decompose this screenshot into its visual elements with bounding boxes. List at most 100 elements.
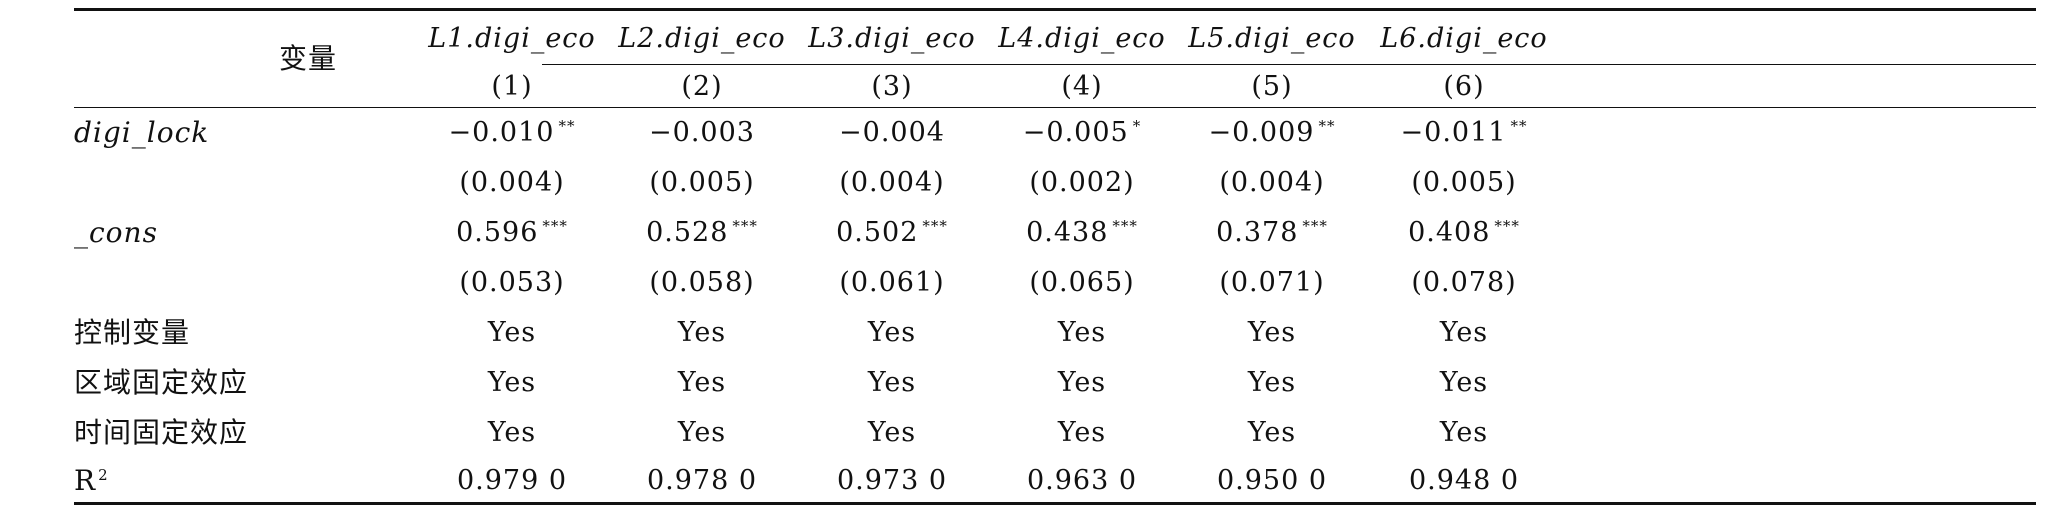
table-cell: Yes [678, 316, 726, 350]
row-label-text: _cons [74, 216, 158, 249]
table-cell: Yes [1058, 416, 1106, 450]
dep-var-header: L6.digi_eco [1380, 23, 1548, 54]
cell-value: Yes [1057, 317, 1107, 348]
column-number: (4) [1061, 71, 1103, 102]
cell-value: 0.408 [1408, 217, 1491, 248]
cell-value: (0.002) [1029, 167, 1135, 198]
column-number: (5) [1251, 71, 1293, 102]
cell-value: −0.010 [448, 117, 555, 148]
header-sub-rule [542, 64, 2036, 65]
table-cell: Yes [868, 316, 916, 350]
table-cell: Yes [1058, 316, 1106, 350]
row-label: 时间固定效应 [74, 416, 248, 450]
table-cell: Yes [678, 366, 726, 400]
table-cell: Yes [1058, 366, 1106, 400]
table-cell: (0.004) [1219, 166, 1324, 200]
significance-stars: *** [922, 217, 948, 235]
cell-value: Yes [677, 317, 727, 348]
cell-value: 0.948 0 [1408, 465, 1520, 496]
cell-value: Yes [1439, 417, 1489, 448]
table-cell: −0.005 * [1023, 116, 1141, 150]
table-cell: 0.502 *** [836, 216, 948, 250]
table-cell: Yes [488, 316, 536, 350]
cell-value: (0.053) [459, 267, 565, 298]
cell-value: 0.979 0 [456, 465, 568, 496]
table-cell: Yes [1248, 316, 1296, 350]
cell-value: Yes [677, 417, 727, 448]
cell-value: 0.978 0 [646, 465, 758, 496]
row-label: _cons [74, 216, 158, 250]
cell-value: Yes [487, 417, 537, 448]
table-cell: (0.005) [649, 166, 754, 200]
stub-header: 变量 [278, 42, 338, 75]
cell-value: (0.061) [839, 267, 945, 298]
bottom-rule [74, 502, 2036, 505]
cell-value: 0.378 [1216, 217, 1299, 248]
table-cell: Yes [488, 416, 536, 450]
cell-value: Yes [867, 367, 917, 398]
dep-var-header: L3.digi_eco [808, 23, 976, 54]
table-cell: 0.378 *** [1216, 216, 1328, 250]
table-cell: 0.963 0 [1027, 464, 1137, 498]
table-cell: −0.009 ** [1209, 116, 1336, 150]
cell-value: (0.005) [1411, 167, 1517, 198]
table-cell: 0.408 *** [1408, 216, 1520, 250]
table-cell: −0.003 [649, 116, 755, 150]
column-number: (1) [491, 71, 533, 102]
cell-value: −0.003 [649, 117, 755, 148]
cell-value: Yes [867, 317, 917, 348]
table-cell: 0.979 0 [457, 464, 567, 498]
column-number: (6) [1443, 71, 1485, 102]
dep-var-header: L4.digi_eco [998, 23, 1166, 54]
row-label: 区域固定效应 [74, 366, 248, 400]
row-label-text: 时间固定效应 [74, 416, 249, 449]
cell-value: (0.004) [459, 167, 565, 198]
cell-value: Yes [1247, 317, 1297, 348]
column-number: (2) [681, 71, 723, 102]
table-cell: 0.950 0 [1217, 464, 1327, 498]
dep-var-header: L1.digi_eco [428, 23, 596, 54]
cell-value: (0.004) [1219, 167, 1325, 198]
table-cell: Yes [868, 416, 916, 450]
table-cell: (0.065) [1029, 266, 1134, 300]
table-cell: Yes [1440, 316, 1488, 350]
table-cell: Yes [868, 366, 916, 400]
row-label-text: 区域固定效应 [74, 366, 249, 399]
table-cell: −0.011 ** [1401, 116, 1528, 150]
cell-value: −0.004 [839, 117, 945, 148]
table-cell: −0.004 [839, 116, 945, 150]
cell-value: 0.596 [456, 217, 539, 248]
cell-value: 0.502 [836, 217, 919, 248]
table-cell: 0.978 0 [647, 464, 757, 498]
table-cell: 0.973 0 [837, 464, 947, 498]
row-label-superscript: 2 [98, 465, 109, 484]
row-label: digi_lock [74, 116, 209, 150]
cell-value: (0.005) [649, 167, 755, 198]
significance-stars: ** [1318, 117, 1336, 135]
table-cell: (0.005) [1411, 166, 1516, 200]
significance-stars: *** [1302, 217, 1328, 235]
cell-value: 0.973 0 [836, 465, 948, 496]
top-rule [74, 8, 2036, 11]
cell-value: Yes [1439, 367, 1489, 398]
table-cell: 0.596 *** [456, 216, 568, 250]
cell-value: 0.950 0 [1216, 465, 1328, 496]
cell-value: Yes [1057, 367, 1107, 398]
cell-value: −0.011 [1400, 117, 1507, 148]
table-cell: 0.528 *** [646, 216, 758, 250]
dep-var-header: L2.digi_eco [618, 23, 786, 54]
cell-value: (0.071) [1219, 267, 1325, 298]
cell-value: (0.065) [1029, 267, 1135, 298]
cell-value: Yes [487, 317, 537, 348]
cell-value: −0.009 [1208, 117, 1315, 148]
dep-var-header: L5.digi_eco [1188, 23, 1356, 54]
table-cell: Yes [1440, 366, 1488, 400]
significance-stars: *** [1112, 217, 1138, 235]
table-cell: (0.004) [459, 166, 564, 200]
table-cell: 0.948 0 [1409, 464, 1519, 498]
table-cell: Yes [1440, 416, 1488, 450]
table-cell: (0.004) [839, 166, 944, 200]
table-cell: (0.071) [1219, 266, 1324, 300]
cell-value: Yes [487, 367, 537, 398]
cell-value: (0.078) [1411, 267, 1517, 298]
